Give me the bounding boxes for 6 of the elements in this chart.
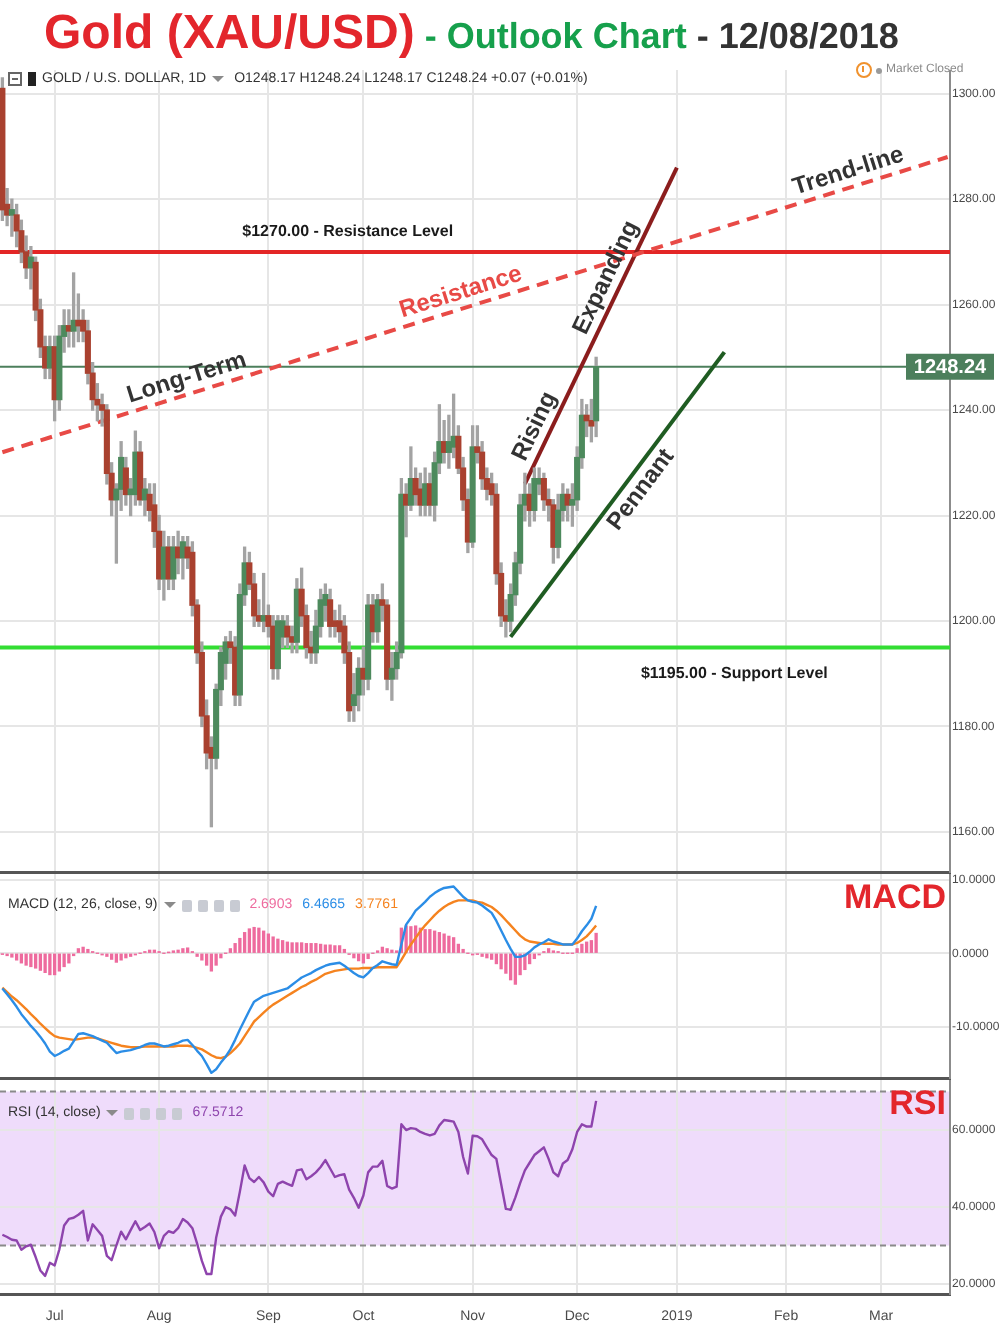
ref-line-label: 1248.24 (913, 357, 988, 380)
ref-line-label: $1270.00 - Resistance Level (242, 222, 454, 241)
ref-line-label: $1195.00 - Support Level (640, 663, 828, 682)
chart-title: Gold (XAU/USD) - Outlook Chart - 12/08/2018 (44, 6, 899, 60)
annotation: MACD (844, 878, 946, 916)
annotation: RSI (889, 1084, 946, 1122)
